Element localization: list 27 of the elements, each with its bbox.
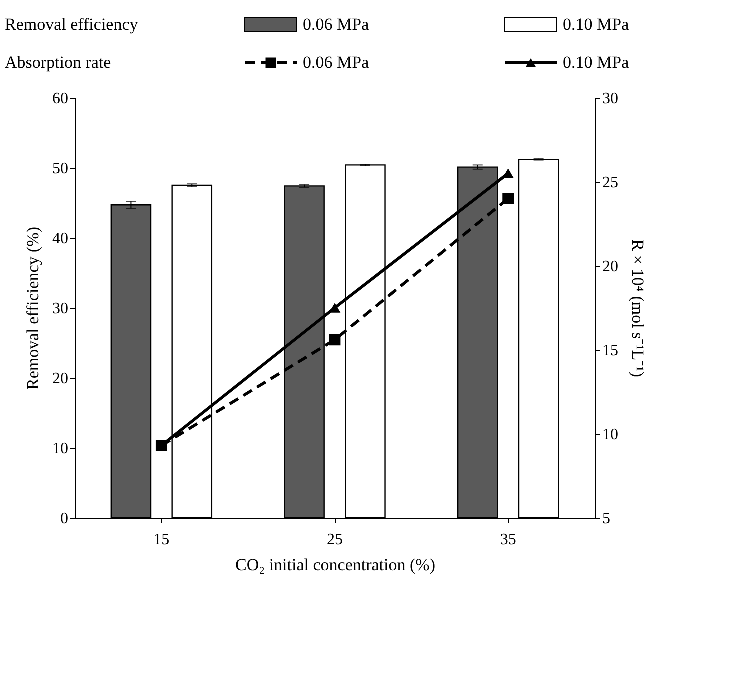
y-tick-label: 10 (52, 440, 68, 458)
y2-tick-label: 20 (602, 258, 618, 276)
legend-label: 0.10 MPa (563, 53, 630, 72)
y-tick-label: 0 (60, 510, 68, 528)
point (502, 193, 514, 204)
y2-tick-label: 10 (602, 426, 618, 444)
text: Absorption rate (5, 53, 112, 72)
x-tick-label: 15 (154, 532, 170, 548)
text: Removal efficiency (5, 15, 139, 34)
y-tick-label: 60 (52, 90, 68, 108)
x-tick-label: 35 (500, 532, 516, 548)
y2-axis-title: R × 10⁴ (mol s⁻¹L⁻¹) (628, 240, 648, 378)
y-tick-label: 50 (52, 160, 68, 178)
y-tick-label: 20 (52, 370, 68, 388)
y2-tick-label: 25 (602, 174, 618, 192)
legend-label: 0.06 MPa (303, 53, 370, 72)
y-tick-label: 30 (52, 300, 68, 318)
y2-tick-label: 5 (602, 510, 610, 528)
y2-tick-label: 30 (602, 90, 618, 108)
y2-tick-label: 15 (602, 342, 618, 360)
legend-label: 0.10 MPa (563, 15, 630, 34)
y-tick-label: 40 (52, 230, 68, 248)
legend-label: 0.06 MPa (303, 15, 370, 34)
y-axis-title: Removal efficiency (%) (24, 226, 42, 390)
point (329, 334, 341, 346)
x-tick-label: 25 (327, 532, 343, 548)
x-axis-title: CO₂ initial concentration (%) (236, 556, 436, 574)
